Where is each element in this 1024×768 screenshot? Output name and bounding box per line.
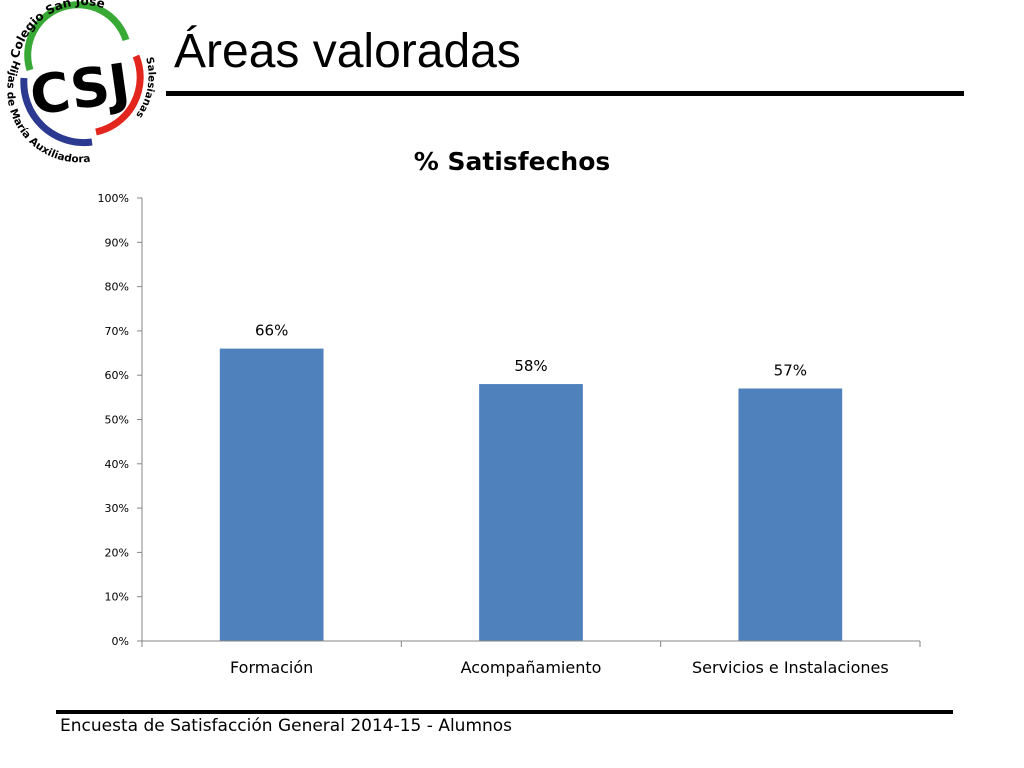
y-axis: 0% 10% 20% 30% 40% 50% 60% 70% 80% 90% 100% bbox=[98, 192, 143, 648]
logo-green-arc bbox=[24, 1, 130, 72]
bar-value-label: 58% bbox=[514, 357, 547, 375]
chart-title: % Satisfechos bbox=[414, 147, 611, 176]
logo-blue-arc bbox=[20, 77, 93, 147]
y-tick-label: 100% bbox=[98, 192, 129, 205]
bar-value-label: 57% bbox=[774, 361, 807, 379]
bar bbox=[219, 348, 324, 641]
y-tick-label: 30% bbox=[105, 502, 129, 515]
y-tick-label: 70% bbox=[105, 325, 129, 338]
bar bbox=[738, 388, 843, 641]
logo-red-arc bbox=[95, 54, 144, 136]
logo-initials: CSJ bbox=[26, 51, 133, 127]
x-category-label: Formación bbox=[230, 658, 313, 677]
x-category-label: Acompañamiento bbox=[461, 658, 602, 677]
x-axis: Formación Acompañamiento Servicios e Insta… bbox=[141, 640, 921, 677]
bar-value-label: 66% bbox=[255, 322, 288, 340]
y-tick-label: 80% bbox=[105, 281, 129, 294]
y-tick-label: 60% bbox=[105, 369, 129, 382]
footer-text: Encuesta de Satisfacción General 2014-15… bbox=[60, 716, 513, 736]
y-tick-label: 10% bbox=[105, 591, 129, 604]
y-tick-label: 50% bbox=[105, 414, 129, 427]
school-logo: CSJ Colegio San José Salesianas Hijas de… bbox=[4, 0, 156, 165]
x-category-label: Servicios e Instalaciones bbox=[692, 658, 889, 677]
slide-title: Áreas valoradas bbox=[174, 25, 521, 78]
y-tick-label: 90% bbox=[105, 236, 129, 249]
y-tick-label: 40% bbox=[105, 458, 129, 471]
y-tick-label: 20% bbox=[105, 546, 129, 559]
title-underline bbox=[166, 91, 964, 96]
y-tick-label: 0% bbox=[112, 635, 129, 648]
bar bbox=[479, 384, 583, 641]
bars: 66% 58% 57% bbox=[219, 322, 843, 641]
footer-rule bbox=[56, 710, 953, 714]
